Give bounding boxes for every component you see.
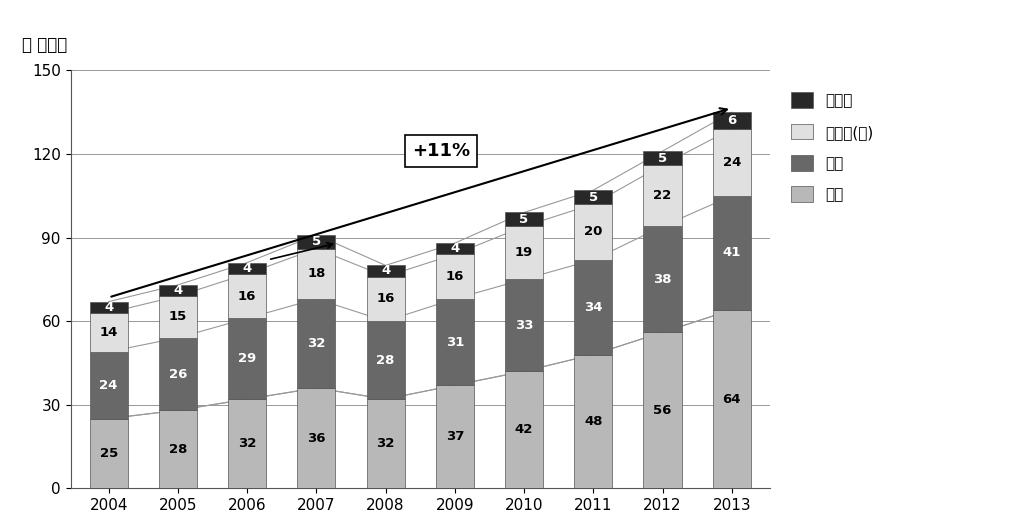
Bar	[89, 313, 128, 352]
Bar	[297, 235, 336, 249]
Text: 31: 31	[445, 335, 464, 348]
Bar	[436, 385, 474, 488]
Legend: 파이버, 섬유사(얀), 직물, 의류: 파이버, 섬유사(얀), 직물, 의류	[784, 87, 880, 209]
Text: 5: 5	[658, 152, 667, 165]
Bar	[643, 165, 682, 227]
Bar	[89, 301, 128, 313]
Text: 36: 36	[307, 431, 326, 445]
Text: 56: 56	[653, 404, 672, 417]
Text: 19: 19	[515, 247, 534, 259]
Text: 14: 14	[99, 326, 118, 339]
Text: 24: 24	[99, 379, 118, 392]
Text: 4: 4	[243, 262, 252, 275]
Bar	[297, 299, 336, 388]
Text: 4: 4	[104, 300, 114, 314]
Bar	[713, 112, 751, 129]
Text: 20: 20	[584, 225, 602, 239]
Bar	[574, 190, 612, 204]
Bar	[159, 410, 197, 488]
Bar	[228, 399, 266, 488]
Text: 6: 6	[727, 114, 736, 127]
Bar	[505, 212, 543, 227]
Bar	[228, 318, 266, 399]
Bar	[436, 254, 474, 299]
Bar	[297, 388, 336, 488]
Bar	[367, 277, 404, 321]
Bar	[574, 260, 612, 354]
Bar	[713, 310, 751, 488]
Text: 29: 29	[238, 352, 256, 365]
Text: 28: 28	[377, 354, 395, 366]
Bar	[89, 419, 128, 488]
Text: 18: 18	[307, 267, 326, 280]
Text: 48: 48	[584, 415, 602, 428]
Text: 34: 34	[584, 300, 602, 314]
Bar	[505, 227, 543, 279]
Text: 38: 38	[653, 273, 672, 286]
Bar	[297, 249, 336, 299]
Text: 16: 16	[445, 270, 464, 283]
Text: 64: 64	[723, 393, 741, 406]
Bar	[228, 274, 266, 318]
Text: 24: 24	[723, 156, 741, 169]
Text: 16: 16	[238, 289, 256, 303]
Text: 16: 16	[377, 293, 395, 305]
Text: 28: 28	[169, 443, 187, 456]
Text: 4: 4	[173, 284, 182, 297]
Text: 5: 5	[311, 235, 321, 248]
Text: 5: 5	[589, 191, 598, 204]
Bar	[713, 129, 751, 196]
Text: 26: 26	[169, 367, 187, 381]
Text: 4: 4	[381, 265, 390, 278]
Bar	[574, 354, 612, 488]
Text: 5: 5	[519, 213, 528, 226]
Text: 32: 32	[307, 337, 326, 350]
Text: 조 루피아: 조 루피아	[22, 36, 67, 54]
Bar	[367, 266, 404, 277]
Text: 25: 25	[99, 447, 118, 460]
Bar	[643, 227, 682, 332]
Bar	[574, 204, 612, 260]
Bar	[643, 332, 682, 488]
Text: 33: 33	[515, 319, 534, 332]
Text: 42: 42	[515, 423, 534, 436]
Bar	[505, 371, 543, 488]
Bar	[159, 285, 197, 296]
Bar	[436, 243, 474, 254]
Bar	[643, 151, 682, 165]
Text: 32: 32	[238, 437, 256, 450]
Text: 32: 32	[377, 437, 395, 450]
Text: 41: 41	[723, 247, 741, 259]
Bar	[367, 321, 404, 399]
Bar	[228, 262, 266, 274]
Text: 4: 4	[451, 242, 460, 255]
Text: 22: 22	[653, 189, 672, 202]
Text: 15: 15	[169, 310, 187, 324]
Text: +11%: +11%	[412, 142, 470, 160]
Bar	[436, 299, 474, 385]
Bar	[505, 279, 543, 371]
Bar	[367, 399, 404, 488]
Text: 37: 37	[445, 430, 464, 443]
Bar	[713, 196, 751, 310]
Bar	[159, 338, 197, 410]
Bar	[159, 296, 197, 338]
Bar	[89, 352, 128, 419]
